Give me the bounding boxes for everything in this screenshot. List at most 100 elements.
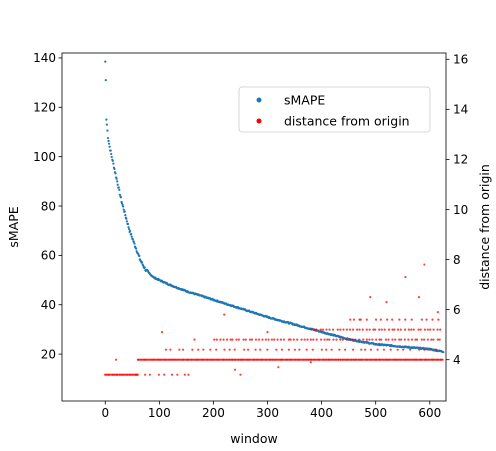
- distance-point: [328, 329, 330, 331]
- distance-point: [391, 339, 393, 341]
- distance-point: [391, 319, 393, 321]
- smape-point: [132, 238, 134, 240]
- distance-point: [313, 329, 315, 331]
- distance-point: [163, 374, 165, 376]
- y-tick-label-120: 120: [33, 101, 56, 115]
- legend-marker-smape: [257, 98, 262, 103]
- distance-point: [280, 339, 282, 341]
- y-axis-ticks: 20 40 60 80 100 120 140: [33, 51, 62, 361]
- distance-point: [288, 349, 290, 351]
- distance-point: [337, 329, 339, 331]
- distance-point: [344, 349, 346, 351]
- distance-point: [251, 339, 253, 341]
- distance-point: [322, 329, 324, 331]
- legend-marker-distance: [257, 119, 262, 124]
- distance-point: [398, 319, 400, 321]
- distance-point: [219, 339, 221, 341]
- distance-point: [342, 329, 344, 331]
- distance-point: [408, 329, 410, 331]
- distance-point: [404, 319, 406, 321]
- distance-point: [356, 329, 358, 331]
- smape-point: [106, 129, 108, 131]
- distance-point: [391, 329, 393, 331]
- distance-point: [209, 349, 211, 351]
- distance-point: [409, 349, 411, 351]
- distance-point: [338, 349, 340, 351]
- smape-point: [141, 261, 143, 263]
- distance-point: [366, 329, 368, 331]
- x-axis-ticks: 0 100 200 300 400 500 600: [101, 401, 441, 420]
- distance-point: [420, 329, 422, 331]
- distance-point: [320, 329, 322, 331]
- distance-point: [398, 339, 400, 341]
- distance-point: [325, 349, 327, 351]
- distance-point: [397, 349, 399, 351]
- distance-point: [312, 349, 314, 351]
- distance-point: [176, 374, 178, 376]
- distance-point: [193, 339, 195, 341]
- y-axis-label: sMAPE: [6, 206, 21, 247]
- distance-point: [371, 339, 373, 341]
- y2-tick-label-4: 4: [453, 353, 461, 367]
- distance-point: [400, 329, 402, 331]
- distance-point: [374, 329, 376, 331]
- distance-point: [265, 339, 267, 341]
- distance-point: [381, 329, 383, 331]
- distance-point: [335, 339, 337, 341]
- distance-point: [411, 339, 413, 341]
- distance-point: [418, 296, 420, 298]
- distance-point: [364, 349, 366, 351]
- distance-point: [169, 349, 171, 351]
- x-tick-label-600: 600: [418, 406, 441, 420]
- distance-point: [413, 329, 415, 331]
- distance-point: [273, 339, 275, 341]
- distance-point: [321, 349, 323, 351]
- distance-point: [197, 349, 199, 351]
- distance-point: [349, 329, 351, 331]
- y2-tick-label-12: 12: [453, 153, 468, 167]
- distance-point: [416, 339, 418, 341]
- distance-point: [320, 339, 322, 341]
- distance-point: [366, 319, 368, 321]
- y2-axis-label: distance from origin: [477, 164, 492, 290]
- distance-point: [362, 339, 364, 341]
- distance-point: [235, 339, 237, 341]
- distance-point: [266, 331, 268, 333]
- smape-point: [138, 255, 140, 257]
- smape-point: [124, 210, 126, 212]
- distance-point: [258, 339, 260, 341]
- distance-point: [310, 329, 312, 331]
- smape-point: [130, 233, 132, 235]
- distance-point: [312, 339, 314, 341]
- distance-point: [149, 374, 151, 376]
- smape-point: [442, 351, 444, 353]
- distance-point: [277, 366, 279, 368]
- smape-point: [120, 196, 122, 198]
- distance-point: [442, 359, 444, 361]
- y-tick-label-20: 20: [41, 347, 56, 361]
- distance-point: [369, 296, 371, 298]
- distance-point: [421, 319, 423, 321]
- distance-point: [430, 339, 432, 341]
- distance-point: [259, 349, 261, 351]
- distance-point: [423, 263, 425, 265]
- distance-point: [400, 339, 402, 341]
- distance-point: [161, 331, 163, 333]
- distance-point: [397, 329, 399, 331]
- x-tick-label-300: 300: [256, 406, 279, 420]
- distance-point: [234, 349, 236, 351]
- distance-point: [435, 349, 437, 351]
- x-axis-label: window: [230, 431, 277, 446]
- distance-point: [424, 329, 426, 331]
- distance-point: [238, 339, 240, 341]
- distance-point: [378, 329, 380, 331]
- distance-point: [385, 301, 387, 303]
- distance-point: [158, 374, 160, 376]
- distance-point: [249, 339, 251, 341]
- smape-point: [105, 79, 107, 81]
- distance-point: [239, 374, 241, 376]
- smape-point: [112, 160, 114, 162]
- distance-point: [358, 329, 360, 331]
- distance-point: [380, 319, 382, 321]
- distance-point: [358, 339, 360, 341]
